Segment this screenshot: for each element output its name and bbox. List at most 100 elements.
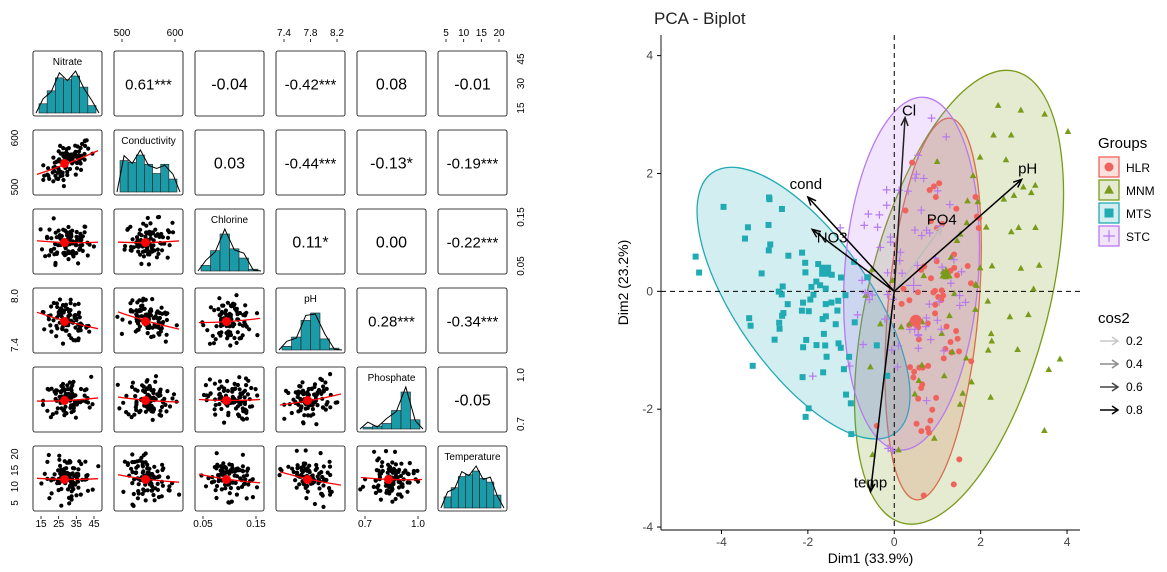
- scatter-point: [64, 460, 70, 465]
- scatter-point: [45, 459, 50, 464]
- scatter-point: [221, 303, 226, 308]
- point-mnm: [1017, 264, 1025, 271]
- scatter-point: [42, 327, 47, 332]
- loading-arrowhead: [867, 482, 876, 494]
- scatter-point: [60, 341, 66, 346]
- scatter-point: [155, 481, 160, 486]
- point-stc: [917, 206, 926, 215]
- legend-cos2-label: 0.4: [1126, 357, 1143, 371]
- panel-2-5: [437, 208, 508, 275]
- scatter-point: [130, 380, 135, 385]
- scatter-point: [38, 227, 43, 232]
- scatter-point: [390, 499, 395, 504]
- correlation-value: -0.19***: [447, 156, 499, 173]
- scatter-point: [323, 407, 328, 412]
- panel-2-1: [113, 208, 184, 275]
- scatter-point: [58, 143, 63, 148]
- scatter-point: [72, 473, 77, 478]
- point-stc: [937, 325, 946, 334]
- scatter-point: [136, 491, 141, 496]
- point-mts: [822, 301, 829, 308]
- scatter-point: [40, 310, 45, 315]
- scatter-point: [156, 495, 162, 500]
- hist-bar-conductivity: [127, 162, 137, 193]
- scatter-point: [290, 466, 295, 471]
- point-stc: [914, 331, 923, 340]
- scatter-point: [244, 473, 250, 478]
- scatter-point: [77, 315, 82, 320]
- scatter-point: [69, 489, 74, 494]
- scatter-point: [139, 455, 144, 460]
- scatter-point: [49, 329, 54, 334]
- scatter-point: [219, 394, 224, 399]
- scatter-point: [55, 304, 60, 310]
- scatter-point: [212, 407, 217, 412]
- scatter-point: [90, 487, 95, 492]
- panel-2-3: [275, 208, 346, 275]
- scatter-point: [318, 451, 323, 456]
- scatter-point: [79, 141, 85, 147]
- mean-point: [141, 396, 150, 405]
- scatter-point: [140, 464, 145, 469]
- scatter-point: [158, 393, 163, 398]
- panel-0-4: [356, 50, 427, 117]
- scatter-point: [39, 481, 44, 486]
- scatter-point: [237, 375, 242, 380]
- scatter-point: [89, 374, 94, 379]
- scatter-point: [398, 480, 403, 485]
- scatter-point: [225, 336, 230, 341]
- scatter-point: [54, 323, 59, 328]
- scatter-point: [53, 396, 58, 402]
- point-stc: [883, 268, 892, 277]
- right-tick-label: 0.7: [516, 417, 527, 431]
- hist-bar-temperature: [479, 478, 488, 509]
- scatter-point: [151, 334, 156, 339]
- scatter-point: [165, 235, 171, 240]
- scatter-point: [321, 504, 326, 509]
- scatter-point: [74, 402, 79, 407]
- legend-marker-stc: [1103, 230, 1115, 242]
- point-stc: [898, 269, 906, 278]
- scatter-point: [83, 459, 88, 464]
- bottom-tick-label: 35: [71, 519, 83, 530]
- scatter-point: [78, 386, 84, 392]
- scatter-point: [328, 372, 333, 377]
- point-mts: [765, 221, 772, 228]
- x-tick-label: 2: [977, 535, 984, 549]
- point-mts: [884, 372, 891, 379]
- scatter-point: [57, 297, 63, 302]
- scatter-point: [55, 481, 60, 486]
- scatter-point: [244, 324, 249, 329]
- x-tick-label: -4: [716, 535, 727, 549]
- scatter-point: [46, 387, 52, 392]
- scatter-point: [153, 397, 158, 402]
- correlation-value: -0.13*: [370, 156, 413, 173]
- scatter-point: [60, 303, 66, 308]
- scatter-point: [224, 466, 229, 471]
- scatter-point: [77, 159, 82, 164]
- panel-4-4: [356, 366, 427, 433]
- panel-2-0: [32, 208, 103, 275]
- scatter-point: [221, 388, 226, 393]
- scatter-point: [237, 414, 242, 419]
- scatter-point: [45, 172, 50, 177]
- scatter-point: [65, 306, 70, 312]
- scatter-point: [314, 422, 319, 427]
- scatter-point: [399, 461, 404, 466]
- scatter-point: [387, 465, 392, 470]
- point-mnm: [1030, 285, 1037, 292]
- mean-point: [60, 475, 69, 484]
- scatter-point: [235, 312, 240, 317]
- point-mts: [873, 342, 880, 349]
- point-mnm: [972, 280, 980, 287]
- scatter-point: [147, 252, 152, 257]
- point-mts: [834, 307, 841, 314]
- point-mts: [805, 405, 812, 412]
- scatter-point: [373, 490, 378, 495]
- scatter-point: [129, 466, 134, 471]
- point-mnm: [1045, 366, 1053, 373]
- correlation-value: -0.34***: [447, 314, 499, 331]
- scatter-point: [136, 244, 141, 249]
- point-mnm: [1007, 228, 1015, 235]
